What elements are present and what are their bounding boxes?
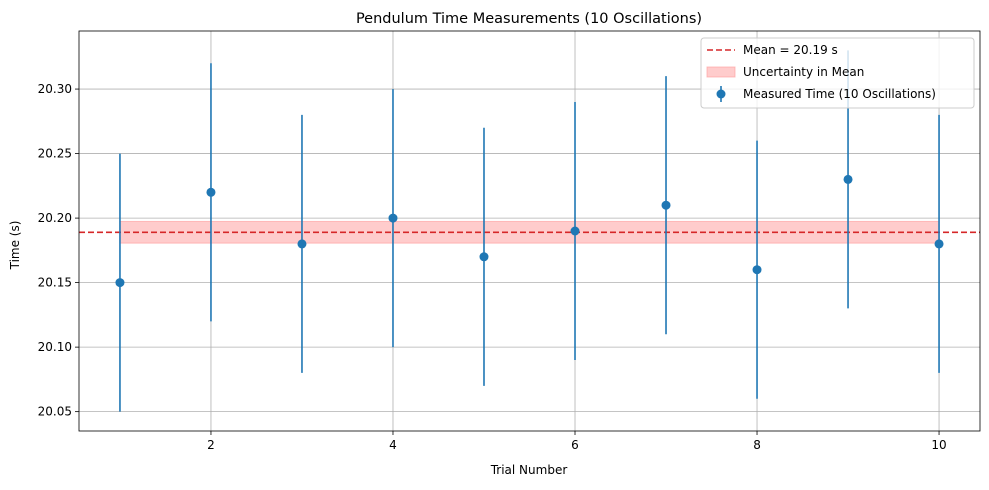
data-point-group — [934, 114, 944, 373]
data-point — [479, 252, 489, 262]
legend: Mean = 20.19 s Uncertainty in Mean Measure… — [700, 37, 975, 109]
x-tick-label: 8 — [753, 438, 761, 452]
data-point-group — [206, 63, 216, 322]
y-axis-label: Time (s) — [8, 221, 22, 271]
data-point — [388, 213, 398, 223]
legend-points-label: Measured Time (10 Oscillations) — [743, 87, 936, 101]
x-tick-label: 4 — [389, 438, 397, 452]
plot-frame — [78, 30, 981, 432]
data-point-group — [388, 89, 398, 348]
data-point-group — [570, 101, 580, 361]
data-point-group — [661, 76, 671, 335]
y-axis-ticks: 20.05 20.10 20.15 20.20 20.25 20.30 — [38, 82, 79, 419]
x-axis-label: Trial Number — [490, 463, 568, 477]
data-point — [752, 265, 762, 275]
legend-mean-label: Mean = 20.19 s — [743, 43, 838, 57]
x-tick-label: 10 — [931, 438, 946, 452]
y-tick-label: 20.15 — [38, 276, 72, 290]
y-tick-label: 20.10 — [38, 340, 72, 354]
data-point-group — [752, 140, 762, 399]
y-tick-label: 20.20 — [38, 211, 72, 225]
x-axis-ticks: 2 4 6 8 10 — [207, 431, 947, 452]
y-tick-label: 20.05 — [38, 405, 72, 419]
legend-band-label: Uncertainty in Mean — [743, 65, 864, 79]
data-point-group — [115, 153, 125, 412]
data-point — [843, 174, 853, 184]
data-point — [206, 187, 216, 197]
x-tick-label: 2 — [207, 438, 215, 452]
legend-box — [700, 37, 975, 109]
data-point — [934, 239, 944, 249]
data-point — [570, 226, 580, 236]
legend-points-swatch — [716, 89, 726, 99]
data-point — [297, 239, 307, 249]
legend-band-swatch — [706, 66, 736, 78]
data-points-layer — [115, 50, 944, 412]
data-point — [115, 278, 125, 288]
data-point-group — [297, 114, 307, 373]
x-tick-label: 6 — [571, 438, 579, 452]
data-point-group — [479, 127, 489, 386]
y-tick-label: 20.30 — [38, 82, 72, 96]
data-point — [661, 200, 671, 210]
chart-title: Pendulum Time Measurements (10 Oscillati… — [356, 11, 702, 27]
y-tick-label: 20.25 — [38, 147, 72, 161]
